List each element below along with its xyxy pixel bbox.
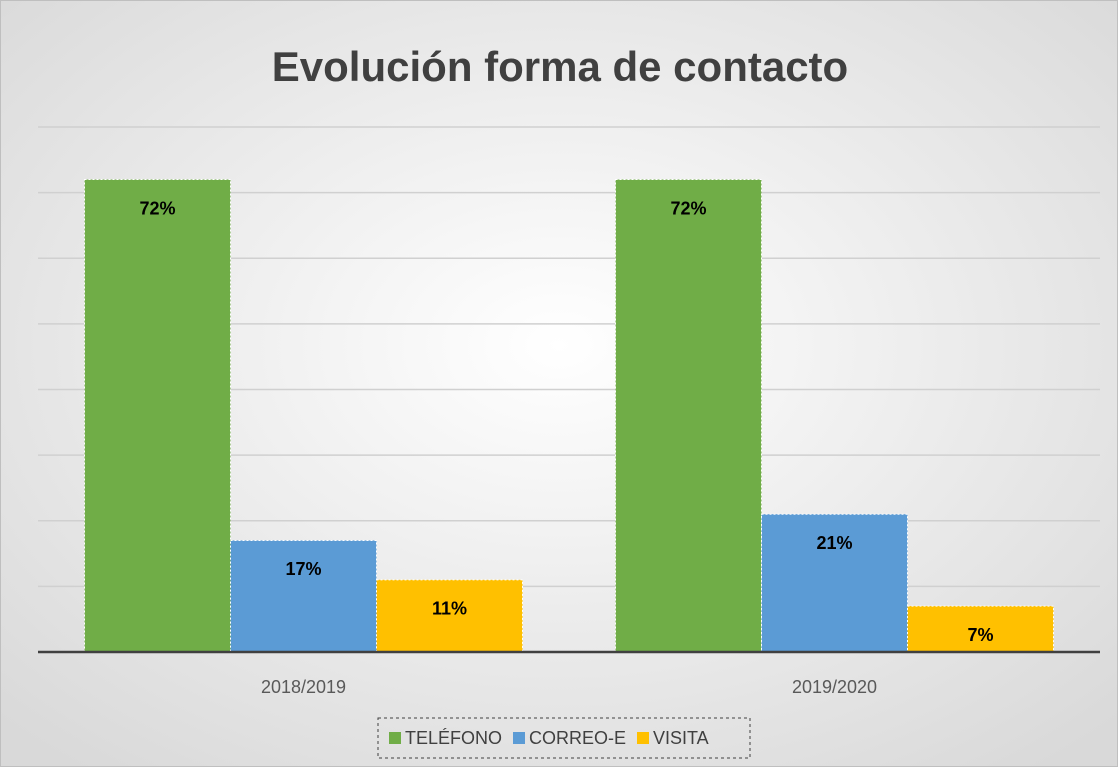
bar (615, 179, 762, 653)
data-label: 11% (432, 599, 467, 619)
bar (761, 513, 908, 653)
legend-swatch (389, 732, 401, 744)
legend-swatch (637, 732, 649, 744)
chart-title: Evolución forma de contacto (272, 43, 848, 90)
data-label: 72% (670, 198, 706, 218)
legend-swatch (513, 732, 525, 744)
data-label: 17% (285, 559, 321, 579)
bar (907, 605, 1054, 653)
legend-label: CORREO-E (529, 728, 626, 748)
data-label: 7% (967, 625, 993, 645)
bar (376, 579, 523, 653)
data-label: 72% (139, 198, 175, 218)
x-tick-label: 2018/2019 (261, 677, 346, 697)
bar (230, 539, 377, 653)
legend-label: VISITA (653, 728, 709, 748)
legend-box (377, 717, 751, 759)
bar (84, 179, 231, 653)
legend-label: TELÉFONO (405, 728, 502, 748)
x-tick-label: 2019/2020 (792, 677, 877, 697)
data-label: 21% (816, 533, 852, 553)
